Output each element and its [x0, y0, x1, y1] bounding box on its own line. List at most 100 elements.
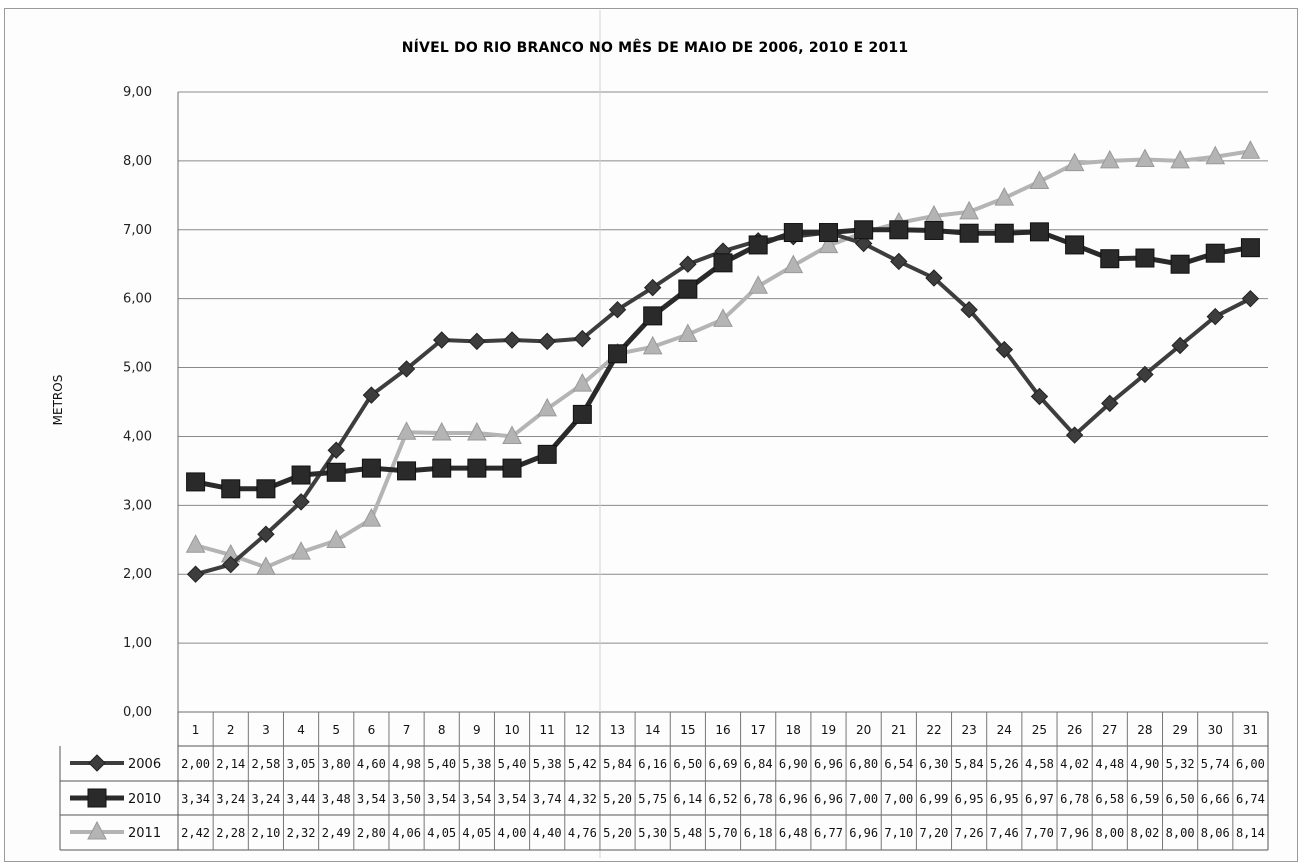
data-point-2011 [1170, 149, 1190, 169]
data-point-2010 [432, 458, 452, 478]
data-point-2006 [890, 252, 908, 271]
data-point-2010 [818, 223, 838, 243]
table-cell: 6,80 [849, 757, 878, 771]
table-cell: 6,78 [744, 792, 773, 806]
data-point-2006 [1136, 365, 1154, 384]
data-point-2006 [1241, 289, 1260, 308]
data-point-2011 [818, 234, 839, 254]
table-cell: 6,18 [744, 826, 773, 840]
table-cell: 5,20 [603, 792, 632, 806]
table-cell: 6,95 [990, 792, 1019, 806]
table-cell: 6,59 [1130, 792, 1159, 806]
table-cell: 6,50 [1166, 792, 1195, 806]
table-cell: 3,54 [427, 792, 456, 806]
x-tick-label: 7 [403, 723, 411, 737]
x-tick-label: 31 [1243, 723, 1258, 737]
table-cell: 7,20 [920, 826, 949, 840]
x-tick-label: 2 [227, 723, 235, 737]
data-point-2011 [1135, 148, 1155, 168]
legend-marker-2010 [87, 788, 107, 808]
data-point-2006 [679, 255, 697, 273]
table-cell: 6,96 [814, 757, 843, 771]
data-point-2006 [1065, 426, 1084, 444]
y-tick-label: 7,00 [123, 223, 152, 238]
table-cell: 5,38 [533, 757, 562, 771]
x-tick-label: 12 [575, 723, 590, 737]
table-cell: 3,54 [498, 792, 527, 806]
table-cell: 3,05 [287, 757, 316, 771]
x-tick-label: 17 [751, 723, 766, 737]
table-cell: 6,66 [1201, 792, 1230, 806]
data-point-2006 [1171, 336, 1189, 355]
table-cell: 8,02 [1130, 826, 1159, 840]
data-point-2011 [256, 556, 276, 575]
data-point-2010 [643, 306, 663, 326]
table-cell: 6,50 [673, 757, 702, 771]
x-tick-label: 4 [297, 723, 305, 737]
data-point-2006 [925, 269, 943, 287]
table-cell: 2,28 [216, 826, 245, 840]
table-cell: 6,78 [1060, 792, 1089, 806]
table-cell: 4,06 [392, 826, 421, 840]
data-point-2006 [362, 386, 381, 404]
y-tick-label: 9,00 [123, 85, 152, 100]
table-cell: 6,99 [920, 792, 949, 806]
table-cell: 7,26 [955, 826, 984, 840]
x-tick-label: 27 [1102, 723, 1117, 737]
data-point-2010 [854, 220, 874, 240]
data-point-2011 [326, 529, 347, 548]
table-cell: 3,74 [533, 792, 562, 806]
table-cell: 3,24 [251, 792, 280, 806]
series-line-2006 [195, 230, 1252, 577]
table-cell: 2,80 [357, 826, 386, 840]
table-cell: 5,84 [955, 757, 984, 771]
x-tick-label: 11 [540, 723, 555, 737]
table-cell: 7,96 [1060, 826, 1089, 840]
table-cell: 6,16 [638, 757, 667, 771]
table-cell: 6,84 [744, 757, 773, 771]
table-cell: 7,00 [849, 792, 878, 806]
table-cell: 5,40 [427, 757, 456, 771]
table-cell: 3,54 [462, 792, 491, 806]
x-tick-label: 30 [1208, 723, 1223, 737]
legend-label-2006: 2006 [128, 757, 161, 772]
data-point-2011 [291, 541, 311, 560]
data-point-2006 [960, 300, 978, 319]
data-point-2010 [713, 253, 733, 273]
data-point-2006 [222, 555, 240, 574]
table-cell: 6,96 [779, 792, 808, 806]
data-point-2006 [292, 493, 310, 511]
data-point-2011 [185, 534, 206, 553]
y-tick-label: 3,00 [123, 498, 152, 513]
data-point-2011 [678, 323, 698, 342]
table-cell: 5,48 [673, 826, 702, 840]
x-tick-label: 13 [610, 723, 625, 737]
data-point-2006 [257, 525, 275, 543]
table-cell: 5,70 [709, 826, 738, 840]
table-cell: 8,00 [1166, 826, 1195, 840]
x-tick-label: 1 [192, 723, 200, 737]
table-cell: 4,40 [533, 826, 562, 840]
data-point-2011 [572, 373, 593, 392]
data-point-2010 [467, 458, 487, 478]
table-cell: 4,90 [1130, 757, 1159, 771]
table-cell: 6,96 [814, 792, 843, 806]
table-cell: 5,40 [498, 757, 527, 771]
table-cell: 2,58 [251, 757, 280, 771]
table-cell: 3,80 [322, 757, 351, 771]
table-cell: 5,38 [462, 757, 491, 771]
data-point-2006 [433, 331, 451, 349]
data-point-2010 [1240, 238, 1260, 258]
legend-label-2010: 2010 [128, 792, 161, 807]
table-cell: 5,26 [990, 757, 1019, 771]
table-cell: 6,77 [814, 826, 843, 840]
data-point-2006 [573, 329, 592, 348]
data-point-2010 [361, 458, 381, 478]
table-cell: 4,02 [1060, 757, 1089, 771]
x-tick-label: 21 [891, 723, 906, 737]
table-cell: 5,84 [603, 757, 632, 771]
table-cell: 6,00 [1236, 757, 1265, 771]
data-point-2011 [1240, 140, 1261, 159]
y-tick-label: 0,00 [123, 705, 152, 720]
data-point-2011 [1029, 170, 1050, 190]
